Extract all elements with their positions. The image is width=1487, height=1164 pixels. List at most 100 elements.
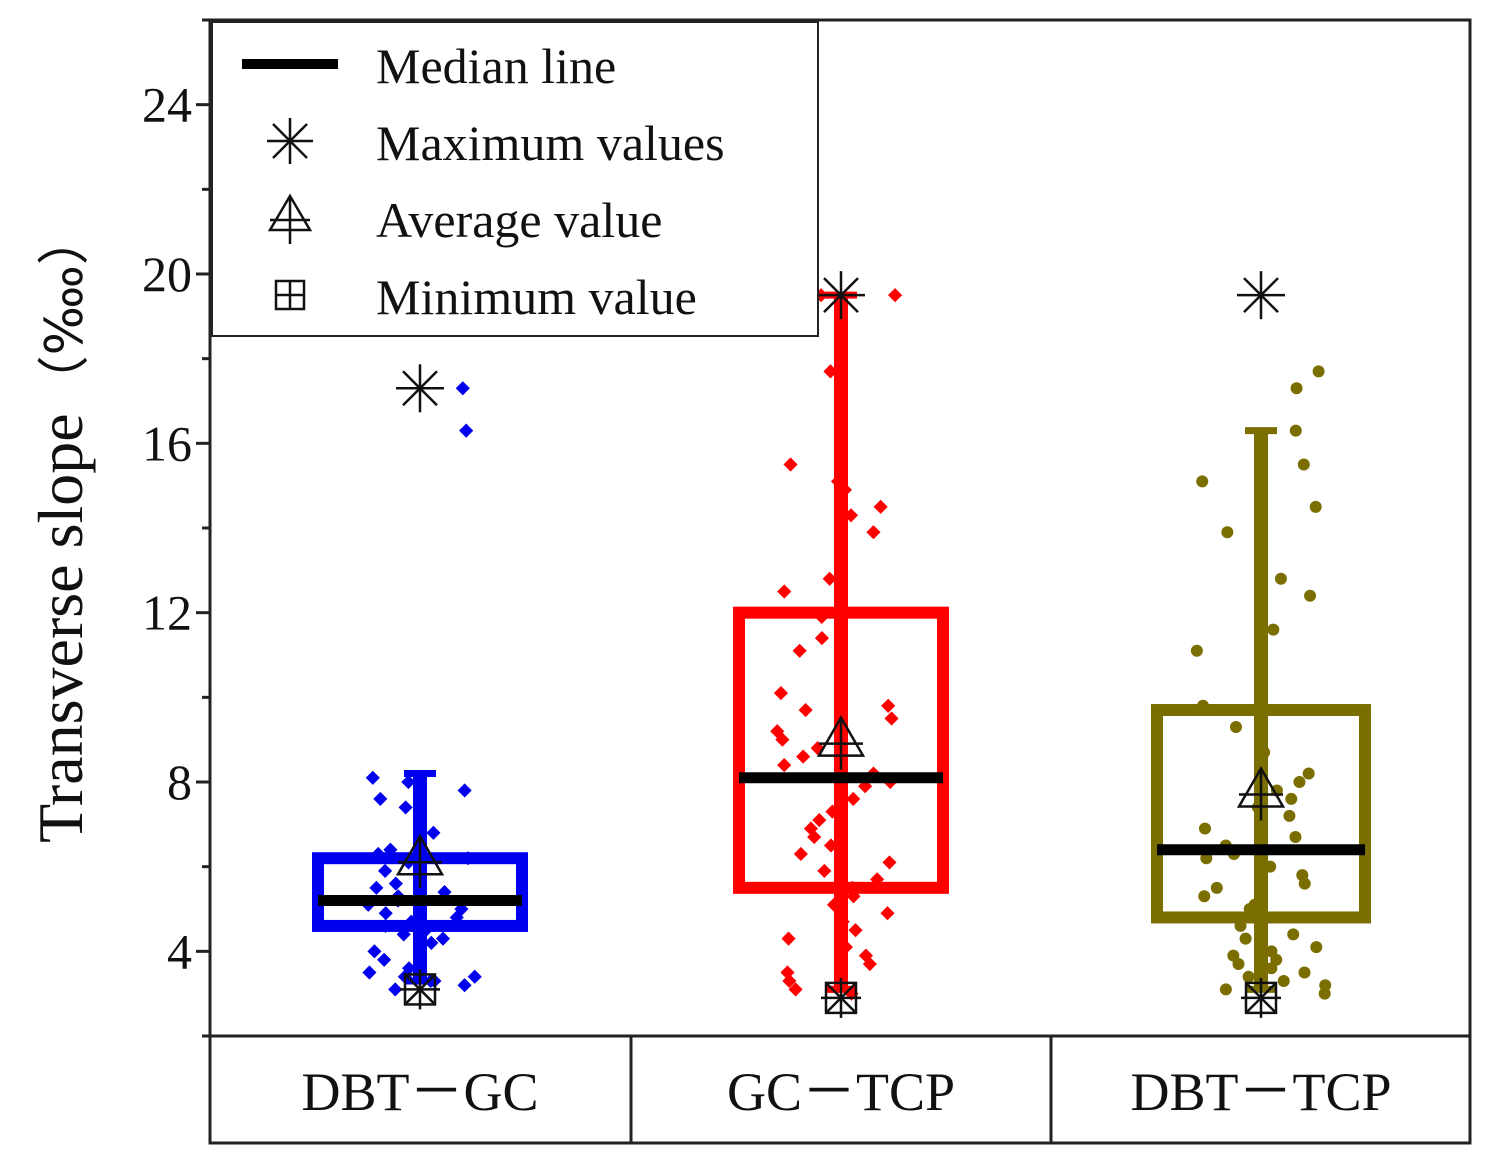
data-point (378, 863, 393, 878)
data-point (812, 813, 827, 828)
y-tick-label-20: 20 (142, 246, 192, 302)
max-marker-2 (817, 271, 865, 320)
data-point (826, 897, 842, 912)
data-point (377, 952, 392, 967)
data-point (888, 288, 903, 303)
min-ray (404, 973, 436, 1006)
data-point (775, 732, 790, 747)
data-point (835, 914, 850, 929)
data-point (796, 749, 811, 764)
data-point (1312, 365, 1325, 378)
series-1 (312, 364, 528, 1010)
data-point (388, 982, 403, 997)
min-ray (825, 982, 857, 1014)
data-point (1264, 860, 1277, 873)
data-point (457, 783, 472, 798)
data-point (378, 918, 393, 934)
data-point (1298, 966, 1311, 979)
data-point (793, 846, 808, 862)
data-point (1287, 928, 1300, 941)
data-point (1221, 526, 1234, 539)
legend: Median line Maximum values Average value… (211, 21, 819, 337)
data-point (1265, 962, 1278, 975)
data-point (838, 940, 853, 955)
legend-boxplus-icon (274, 279, 306, 311)
data-point (1234, 919, 1247, 932)
data-point (1318, 987, 1331, 1000)
max-marker-3 (1237, 271, 1285, 320)
data-point (1297, 458, 1310, 471)
data-point (383, 842, 398, 857)
data-point (862, 956, 877, 972)
data-point (1274, 572, 1287, 585)
mean-marker-1 (395, 833, 445, 889)
y-axis (196, 18, 210, 1038)
data-point (825, 804, 840, 819)
data-point (1239, 932, 1252, 945)
data-point (1247, 911, 1260, 924)
data-point (1210, 881, 1223, 894)
y-axis-label-main: Transverse slope (25, 413, 96, 843)
legend-asterisk-icon (267, 118, 313, 164)
legend-label-median: Median line (376, 38, 616, 94)
data-point (362, 965, 377, 980)
data-point (373, 791, 388, 807)
data-point (833, 601, 848, 616)
data-point (398, 800, 413, 815)
data-point (365, 770, 380, 785)
data-point (843, 508, 859, 523)
min-marker-3 (1241, 977, 1281, 1018)
series-3 (1151, 271, 1371, 1018)
y-tick-label-24: 24 (142, 77, 192, 133)
category-label-dbt-tcp: DBT－TCP (1130, 1062, 1391, 1122)
legend-label-mean: Average value (376, 192, 662, 248)
data-point (401, 774, 416, 790)
data-point (460, 851, 475, 866)
data-point (870, 872, 885, 887)
y-axis-label: Transverse slope （‱） (25, 213, 96, 843)
legend-label-min: Minimum value (376, 269, 697, 325)
legend-box (211, 21, 819, 337)
box-3 (1151, 704, 1371, 924)
data-point (880, 906, 895, 921)
data-point (788, 982, 803, 997)
max-marker-1 (396, 364, 444, 413)
data-point (1293, 776, 1306, 788)
y-axis-label-unit: （‱） (37, 213, 94, 407)
data-point (1290, 382, 1303, 395)
data-point (866, 525, 881, 540)
data-point (1258, 746, 1271, 759)
data-point (388, 876, 403, 891)
data-point (846, 889, 861, 904)
data-point (1285, 792, 1298, 805)
category-label-gc-tcp: GC－TCP (727, 1062, 955, 1122)
category-label-dbt-gc: DBT－GC (301, 1062, 538, 1122)
data-point (848, 923, 863, 938)
data-point (1283, 809, 1296, 822)
data-point (457, 978, 472, 993)
data-point (830, 474, 846, 489)
data-point (467, 969, 482, 984)
data-point (1198, 822, 1211, 835)
data-point (823, 364, 838, 379)
data-point (367, 944, 382, 959)
min-marker-1 (400, 969, 440, 1010)
data-point (1229, 720, 1242, 733)
data-point (371, 846, 386, 862)
data-point (1219, 983, 1232, 996)
data-point (782, 973, 797, 989)
data-point (798, 702, 813, 718)
data-point (455, 381, 470, 396)
data-point (881, 698, 896, 713)
data-point (1277, 974, 1290, 987)
max-ray (1243, 277, 1279, 314)
data-point (369, 880, 384, 895)
y-tick-label-12: 12 (142, 585, 192, 641)
legend-label-max: Maximum values (376, 115, 725, 171)
data-point (814, 630, 829, 646)
data-point (814, 609, 829, 624)
data-point (1302, 767, 1315, 780)
y-tick-labels: 4 8 12 16 20 24 (142, 77, 192, 980)
data-point (1198, 890, 1211, 903)
